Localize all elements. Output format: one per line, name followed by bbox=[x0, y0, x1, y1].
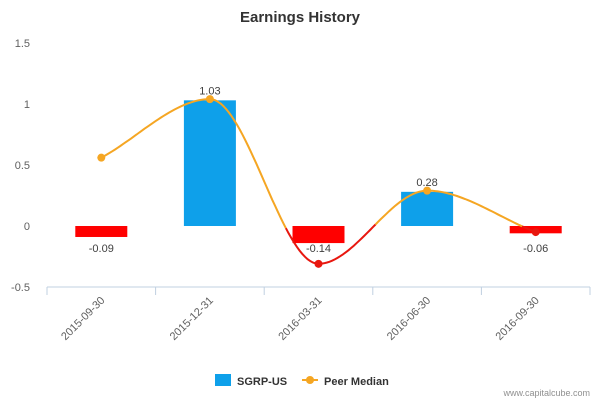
data-labels: -0.09 1.03 -0.14 0.28 -0.06 bbox=[89, 85, 548, 255]
bar-data-label: 0.28 bbox=[416, 177, 437, 189]
bar-data-label: -0.09 bbox=[89, 243, 114, 255]
line-series bbox=[97, 95, 540, 268]
credit-text: www.capitalcube.com bbox=[502, 388, 590, 398]
y-tick-label: 1.5 bbox=[15, 38, 30, 50]
peer-median-point bbox=[531, 228, 540, 237]
y-axis: 1.5 1 0.5 0 -0.5 bbox=[11, 38, 30, 294]
bar bbox=[401, 191, 454, 226]
chart-title: Earnings History bbox=[240, 9, 361, 26]
peer-median-line-segment bbox=[100, 98, 287, 229]
peer-median-line-segment bbox=[374, 189, 523, 228]
y-tick-label: 1 bbox=[24, 99, 30, 111]
bar-data-label: -0.14 bbox=[306, 243, 331, 255]
legend-swatch-sgrp bbox=[215, 374, 231, 386]
y-tick-label: -0.5 bbox=[11, 282, 30, 294]
bar-data-label: 1.03 bbox=[199, 85, 220, 97]
bar-series bbox=[75, 100, 562, 244]
x-tick-label: 2016-09-30 bbox=[494, 295, 542, 343]
x-tick-label: 2015-12-31 bbox=[168, 295, 216, 343]
bar-data-label: -0.06 bbox=[523, 243, 548, 255]
peer-median-point bbox=[423, 186, 432, 195]
peer-median-line-segment bbox=[285, 223, 377, 265]
bar bbox=[292, 226, 345, 244]
bar bbox=[75, 226, 128, 237]
y-tick-label: 0 bbox=[24, 221, 30, 233]
x-tick-label: 2016-03-31 bbox=[276, 295, 324, 343]
x-tick-label: 2015-09-30 bbox=[59, 295, 107, 343]
y-tick-label: 0.5 bbox=[15, 160, 30, 172]
peer-median-point bbox=[97, 153, 106, 162]
bar bbox=[183, 100, 236, 226]
legend-label-sgrp: SGRP-US bbox=[237, 376, 287, 388]
peer-median-point bbox=[314, 259, 323, 268]
peer-median-point bbox=[205, 95, 214, 104]
x-tick-label: 2016-06-30 bbox=[385, 295, 433, 343]
x-axis: 2015-09-30 2015-12-31 2016-03-31 2016-06-30… bbox=[46, 286, 591, 343]
legend-label-peer: Peer Median bbox=[324, 376, 389, 388]
legend: SGRP-US Peer Median bbox=[215, 374, 389, 388]
legend-swatch-peer-dot bbox=[306, 376, 314, 384]
